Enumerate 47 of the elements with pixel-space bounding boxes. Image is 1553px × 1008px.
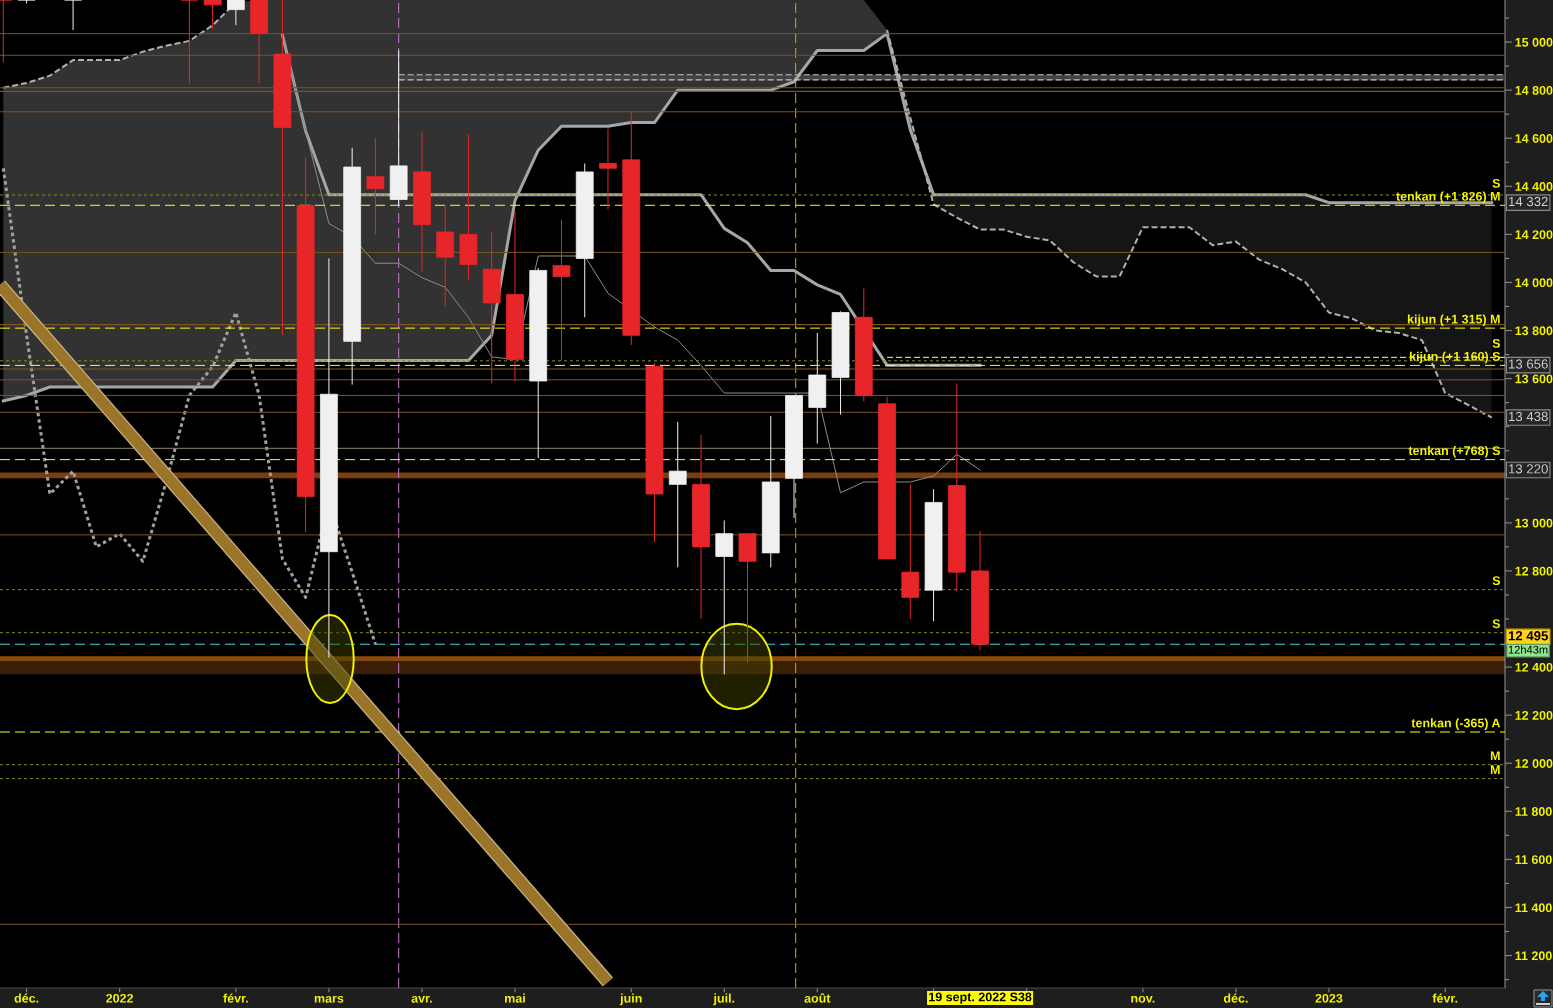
ref-line-label: S bbox=[1492, 338, 1500, 348]
y-tick-label: 11 200 bbox=[1515, 951, 1552, 961]
y-tick-label: 12 200 bbox=[1515, 710, 1553, 720]
ref-line-label: S bbox=[1492, 619, 1500, 629]
ref-line-label: M bbox=[1490, 751, 1500, 760]
text: 13 656 bbox=[1509, 359, 1548, 369]
y-tick-label: 13 000 bbox=[1515, 518, 1553, 528]
ref-line-label: S bbox=[1492, 576, 1500, 586]
x-tick-label: déc. bbox=[14, 993, 39, 1003]
y-tick-label: 11 600 bbox=[1515, 855, 1552, 865]
text: 13 220 bbox=[1509, 464, 1548, 474]
x-tick-label: août bbox=[804, 993, 831, 1003]
ref-line-label: tenkan (-365) A bbox=[1411, 718, 1501, 730]
ref-line-label: S bbox=[1492, 178, 1500, 188]
x-tick-label: juin bbox=[619, 993, 642, 1006]
x-tick-label: févr. bbox=[223, 993, 248, 1003]
x-tick-label: 2023 bbox=[1315, 993, 1343, 1003]
text: 14 332 bbox=[1509, 196, 1548, 207]
ref-line-label: M bbox=[1490, 765, 1500, 774]
x-tick-label: 2022 bbox=[106, 993, 134, 1003]
y-tick-label: 14 200 bbox=[1515, 230, 1553, 240]
ref-line-label: kijun (+1 315) M bbox=[1407, 314, 1500, 327]
text: 12 495 bbox=[1508, 631, 1548, 641]
y-tick-label: 14 000 bbox=[1515, 278, 1553, 288]
y-tick-label: 14 600 bbox=[1515, 134, 1553, 143]
ref-line-label: tenkan (+1 826) M bbox=[1396, 191, 1500, 204]
y-tick-label: 14 400 bbox=[1515, 182, 1553, 191]
y-tick-label: 12 400 bbox=[1515, 662, 1553, 672]
text: 19 sept. 2022 S38 bbox=[929, 992, 1032, 1004]
x-tick-label: mars bbox=[314, 995, 344, 1003]
text: 12h43m bbox=[1508, 645, 1548, 654]
x-tick-label: mai bbox=[505, 993, 525, 1003]
y-tick-label: 11 400 bbox=[1515, 903, 1552, 913]
x-tick-label: nov. bbox=[1131, 995, 1155, 1003]
y-tick-label: 11 800 bbox=[1515, 807, 1552, 816]
y-tick-label: 15 000 bbox=[1515, 37, 1553, 47]
y-tick-label: 13 800 bbox=[1515, 326, 1553, 336]
y-tick-label: 12 800 bbox=[1515, 566, 1553, 576]
x-tick-label: déc. bbox=[1223, 993, 1248, 1003]
y-tick-label: 12 000 bbox=[1515, 759, 1553, 768]
x-tick-label: avr. bbox=[411, 995, 432, 1003]
y-tick-label: 13 600 bbox=[1515, 374, 1553, 384]
ref-line-label: tenkan (+768) S bbox=[1408, 445, 1500, 458]
text: 13 438 bbox=[1509, 411, 1548, 422]
y-tick-label: 14 800 bbox=[1515, 85, 1553, 95]
x-tick-label: juil. bbox=[713, 993, 735, 1006]
x-tick-label: févr. bbox=[1432, 993, 1458, 1003]
